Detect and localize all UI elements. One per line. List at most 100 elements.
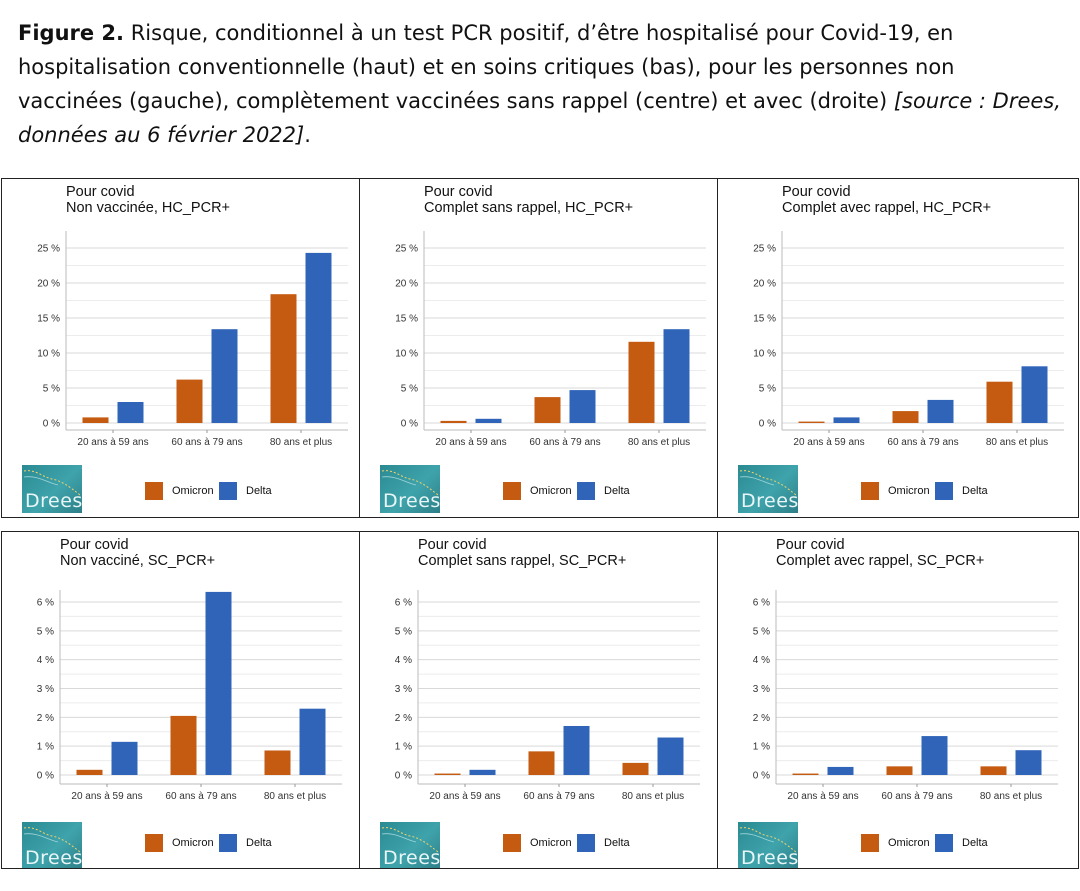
legend-swatch-omicron [503, 834, 521, 852]
bar-delta [921, 736, 948, 775]
chart-panel: Pour covid Non vaccinée, HC_PCR+ 0 % 5 % 10 … [1, 178, 361, 518]
bar-omicron [264, 750, 291, 775]
legend-label-delta: Delta [246, 485, 272, 497]
legend-swatch-delta [577, 834, 595, 852]
legend-label-omicron: Omicron [888, 837, 930, 849]
x-tick-label: 60 ans à 79 ans [171, 437, 242, 448]
bar-delta [657, 737, 684, 775]
x-tick-label: 20 ans à 59 ans [435, 437, 506, 448]
bar-omicron [798, 421, 825, 423]
x-tick-label: 80 ans et plus [980, 791, 1042, 802]
figure-caption-end: . [304, 123, 311, 147]
y-tick-label: 25 % [753, 244, 776, 255]
drees-logo-text: Drees [383, 490, 440, 512]
bar-chart: 0 % 1 % 2 % 3 % 4 % 5 % 6 % 20 ans à 59 ans 60 a… [753, 590, 1058, 802]
drees-logo-text: Drees [25, 490, 82, 512]
legend-swatch-delta [935, 482, 953, 500]
bar-delta [827, 766, 854, 775]
y-tick-label: 5 % [753, 626, 770, 637]
legend-label-omicron: Omicron [172, 485, 214, 497]
y-tick-label: 15 % [37, 314, 60, 325]
x-tick-label: 20 ans à 59 ans [793, 437, 864, 448]
x-tick-label: 20 ans à 59 ans [787, 791, 858, 802]
chart-panel: Pour covid Non vacciné, SC_PCR+ 0 % 1 % 2 % 3… [1, 531, 361, 869]
bar-omicron [176, 379, 203, 423]
bar-chart: 0 % 1 % 2 % 3 % 4 % 5 % 6 % 20 ans à 59 ans 60 a… [37, 590, 342, 802]
legend-label-delta: Delta [962, 837, 988, 849]
bar-omicron [434, 773, 461, 775]
y-tick-label: 1 % [37, 742, 54, 753]
chart-title: Pour covid Non vaccinée, HC_PCR+ [66, 184, 230, 216]
bar-omicron [892, 411, 919, 423]
bar-omicron [528, 751, 555, 775]
y-tick-label: 2 % [395, 713, 412, 724]
bar-omicron [980, 766, 1007, 775]
y-tick-label: 3 % [753, 684, 770, 695]
bar-delta [475, 418, 502, 423]
y-tick-label: 3 % [395, 684, 412, 695]
y-tick-label: 0 % [759, 419, 776, 430]
y-tick-label: 5 % [395, 626, 412, 637]
bar-chart: 0 % 5 % 10 % 15 % 20 % 25 % 20 ans à 59 ans 60 … [753, 231, 1064, 448]
y-tick-label: 10 % [395, 349, 418, 360]
y-tick-label: 10 % [753, 349, 776, 360]
chart-title: Pour covid Complet sans rappel, HC_PCR+ [424, 184, 633, 216]
legend-label-delta: Delta [604, 485, 630, 497]
figure-label: Figure 2. [18, 21, 125, 45]
y-tick-label: 20 % [395, 279, 418, 290]
bar-omicron [76, 769, 103, 775]
y-tick-label: 10 % [37, 349, 60, 360]
figure-caption: Figure 2. Risque, conditionnel à un test… [18, 16, 1063, 152]
bar-delta [299, 708, 326, 775]
chart-title: Pour covid Complet avec rappel, HC_PCR+ [782, 184, 991, 216]
drees-logo: Drees [738, 822, 798, 868]
bar-delta [211, 329, 238, 423]
chart-title-line2: Complet avec rappel, HC_PCR+ [782, 200, 992, 216]
y-tick-label: 3 % [37, 684, 54, 695]
legend-label-omicron: Omicron [172, 837, 214, 849]
x-tick-label: 20 ans à 59 ans [77, 437, 148, 448]
x-tick-label: 80 ans et plus [622, 791, 684, 802]
y-tick-label: 6 % [753, 598, 770, 609]
figure-source: [source : Drees, données au 6 février 20… [18, 89, 1061, 147]
legend-label-omicron: Omicron [888, 485, 930, 497]
chart-title-line2: Complet sans rappel, HC_PCR+ [424, 200, 634, 216]
bar-delta [469, 769, 496, 775]
chart-title-line1: Pour covid [60, 537, 129, 553]
y-tick-label: 20 % [753, 279, 776, 290]
drees-logo-text: Drees [741, 490, 798, 512]
bar-delta [305, 252, 332, 423]
bar-delta [927, 399, 954, 423]
y-tick-label: 25 % [37, 244, 60, 255]
legend-swatch-delta [219, 834, 237, 852]
drees-logo-text: Drees [25, 847, 82, 869]
bar-omicron [628, 341, 655, 423]
bar-omicron [534, 397, 561, 423]
bar-chart: 0 % 1 % 2 % 3 % 4 % 5 % 6 % 20 ans à 59 ans 60 a… [395, 590, 700, 802]
chart-title-line1: Pour covid [424, 184, 493, 200]
chart-title-line1: Pour covid [66, 184, 135, 200]
bar-omicron [270, 294, 297, 423]
y-tick-label: 6 % [37, 598, 54, 609]
drees-logo: Drees [380, 465, 440, 513]
bar-delta [205, 591, 232, 775]
x-tick-label: 80 ans et plus [270, 437, 332, 448]
bar-omicron [886, 766, 913, 775]
chart-title-line1: Pour covid [776, 537, 845, 553]
y-tick-label: 2 % [753, 713, 770, 724]
y-tick-label: 2 % [37, 713, 54, 724]
legend-swatch-omicron [861, 482, 879, 500]
chart-title: Pour covid Complet sans rappel, SC_PCR+ [418, 537, 626, 569]
y-tick-label: 0 % [395, 771, 412, 782]
bar-omicron [622, 762, 649, 775]
bar-omicron [82, 417, 109, 423]
chart-panel: Pour covid Complet sans rappel, SC_PCR+ 0 … [359, 531, 719, 869]
bar-delta [569, 390, 596, 423]
legend-label-delta: Delta [246, 837, 272, 849]
bar-delta [111, 741, 138, 775]
y-tick-label: 5 % [43, 384, 60, 395]
drees-logo: Drees [22, 822, 82, 869]
y-tick-label: 0 % [401, 419, 418, 430]
legend-swatch-omicron [145, 482, 163, 500]
chart-title-line2: Complet avec rappel, SC_PCR+ [776, 553, 985, 569]
